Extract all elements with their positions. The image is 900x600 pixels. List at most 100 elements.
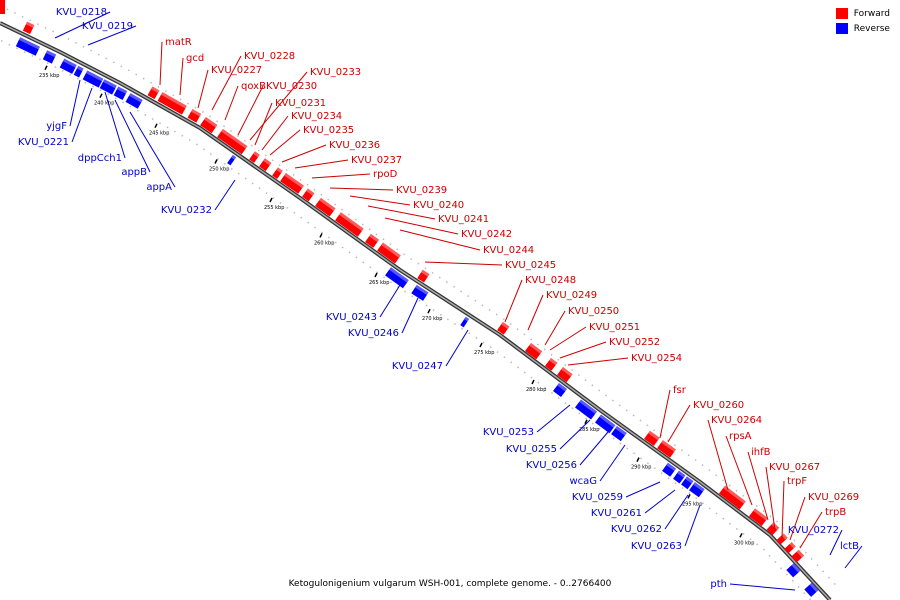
gene-body <box>595 414 616 434</box>
forward-gene <box>365 233 380 248</box>
reverse-gene-label: KVU_0219 <box>82 21 133 32</box>
forward-gene <box>187 109 202 123</box>
leader-line <box>104 91 126 159</box>
forward-gene-label: rpsA <box>729 431 752 442</box>
forward-gene <box>776 533 788 545</box>
genes <box>0 0 819 597</box>
reverse-gene-label: lctB <box>840 541 859 552</box>
forward-gene-label: rpoD <box>373 169 398 180</box>
forward-gene <box>217 128 248 155</box>
leader-line <box>659 389 671 439</box>
leader-line <box>527 294 544 331</box>
reverse-gene <box>673 470 686 484</box>
leader-line <box>329 187 394 191</box>
tick-mark <box>427 308 431 314</box>
tick-mark <box>319 233 323 238</box>
forward-guide <box>0 39 812 600</box>
gene-shine <box>599 414 616 428</box>
reverse-gene <box>460 316 470 328</box>
gene-shine <box>791 563 801 573</box>
leader-line <box>789 496 806 541</box>
forward-gene <box>200 117 218 134</box>
reverse-gene-label: KVU_0232 <box>161 205 212 216</box>
tick-mark <box>584 419 588 425</box>
gene-body <box>259 158 272 172</box>
gene-shine <box>464 316 470 322</box>
leader-line <box>844 545 863 569</box>
gene-shine <box>796 549 805 558</box>
gene-body <box>280 173 304 194</box>
reverse-gene <box>113 86 128 100</box>
leader-line <box>729 583 796 591</box>
gene-body <box>147 86 160 100</box>
gene-body <box>804 582 819 597</box>
gene-shine <box>150 86 160 94</box>
leader-line <box>237 85 264 136</box>
gene-shine <box>685 476 694 484</box>
tick-mark <box>479 342 483 348</box>
forward-gene <box>302 188 315 202</box>
gene-body <box>575 399 598 420</box>
gene-body <box>365 233 380 248</box>
gene-shine <box>18 37 40 50</box>
gene-shine <box>253 151 260 158</box>
forward-gene-label: trpF <box>787 476 807 487</box>
gene-body <box>302 188 315 202</box>
backbone-shadow <box>0 21 832 600</box>
reverse-gene-label: pth <box>710 579 727 590</box>
forward-gene <box>377 242 401 264</box>
forward-gene-label: KVU_0237 <box>351 155 402 166</box>
forward-gene-label: KVU_0252 <box>609 337 660 348</box>
gene-shine <box>809 582 819 593</box>
tick-label: 270 kbp <box>422 316 442 322</box>
leader-line <box>725 435 753 506</box>
reverse-gene-label: KVU_0243 <box>326 312 377 323</box>
reverse-gene-label: KVU_0263 <box>631 541 682 552</box>
tick-label: 255 kbp <box>264 205 284 211</box>
reverse-gene <box>595 414 616 434</box>
gene-body <box>673 470 686 484</box>
reverse-gene <box>42 50 57 64</box>
legend-reverse-label: Reverse <box>853 23 890 34</box>
leader-line <box>211 55 242 111</box>
gene-body <box>681 476 694 490</box>
leader-line <box>559 341 607 359</box>
leader-line <box>625 481 661 498</box>
reverse-gene <box>73 65 84 78</box>
reverse-gene-label: KVU_0218 <box>56 7 107 18</box>
tick-mark <box>154 123 158 129</box>
legend-forward[interactable]: Forward <box>835 8 890 19</box>
gene-shine <box>579 399 598 414</box>
gene-body <box>497 321 510 335</box>
forward-gene-label: KVU_0249 <box>546 290 597 301</box>
gene-body <box>553 382 568 397</box>
leader-line <box>707 419 729 491</box>
gene-shine <box>369 233 380 243</box>
leader-line <box>445 329 469 367</box>
legend-forward-label: Forward <box>853 8 890 19</box>
reverse-gene <box>227 154 237 166</box>
gene-shine <box>116 86 128 94</box>
gene-shine <box>306 188 315 196</box>
tick-label: 295 kbp <box>682 501 702 507</box>
forward-gene <box>417 269 430 283</box>
tick-label: 275 kbp <box>474 350 494 356</box>
leader-line <box>249 71 308 141</box>
reverse-gene-label: KVU_0262 <box>611 524 662 535</box>
gene-body <box>611 426 627 442</box>
tick-mark <box>531 379 535 385</box>
gene-shine <box>204 117 218 128</box>
forward-gene-label: KVU_0233 <box>310 67 361 78</box>
gene-body <box>82 70 104 88</box>
legend-reverse[interactable]: Reverse <box>835 23 890 34</box>
reverse-gene <box>689 482 705 498</box>
forward-gene-label: qoxB <box>241 81 266 92</box>
gene-body <box>42 50 57 64</box>
gene-body <box>335 212 364 237</box>
reverse-gene <box>662 462 677 477</box>
tick-mark <box>636 457 640 462</box>
forward-gene <box>0 0 6 15</box>
reverse-gene-label: KVU_0259 <box>572 492 623 503</box>
tick-label: 300 kbp <box>734 540 754 546</box>
gene-shine <box>415 284 429 296</box>
